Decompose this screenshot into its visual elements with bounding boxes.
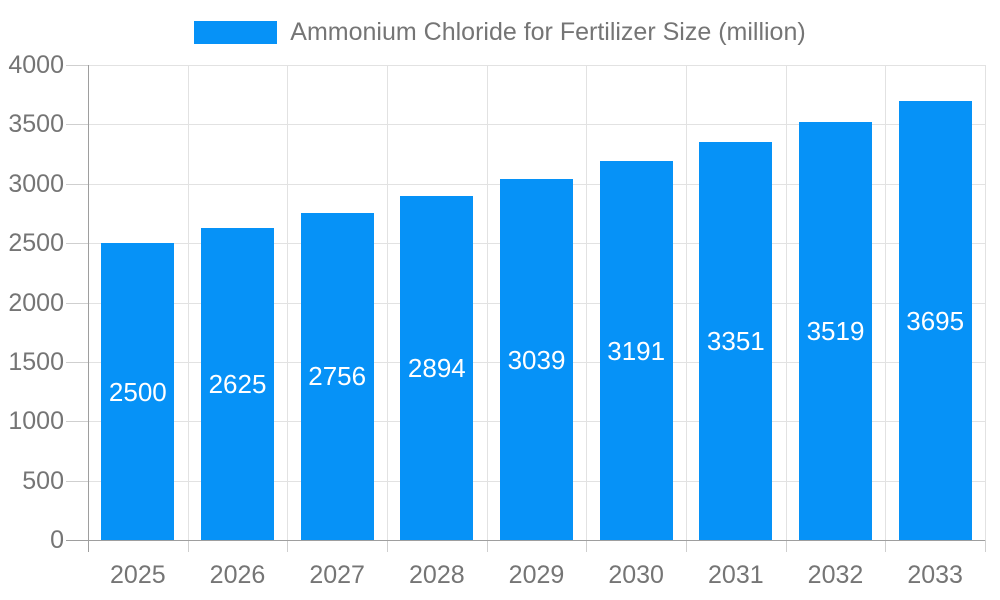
- x-axis-tick-label: 2033: [907, 561, 963, 589]
- bar: [101, 243, 175, 540]
- x-axis-tick-label: 2030: [608, 561, 664, 589]
- y-axis-tick-label: 500: [22, 466, 64, 495]
- bar-value-label: 3039: [507, 344, 566, 375]
- legend-label: Ammonium Chloride for Fertilizer Size (m…: [290, 18, 806, 46]
- gridline-vertical: [586, 65, 588, 540]
- y-axis-tick-label: 1500: [8, 347, 64, 376]
- bar: [898, 101, 972, 540]
- bar-value-label: 3191: [607, 335, 666, 366]
- x-axis-line: [66, 540, 985, 541]
- gridline-vertical: [287, 65, 289, 540]
- x-axis-tick-label: 2027: [309, 561, 365, 589]
- y-axis-tick-label: 3500: [8, 110, 64, 139]
- x-axis-tick: [287, 540, 289, 552]
- gridline-vertical: [985, 65, 986, 540]
- y-axis-tick: [66, 243, 88, 245]
- bar: [400, 196, 474, 540]
- gridline-vertical: [785, 65, 787, 540]
- y-axis-tick-label: 1000: [8, 407, 64, 436]
- gridline-vertical: [387, 65, 388, 540]
- bar: [300, 212, 374, 540]
- gridline-vertical: [885, 65, 887, 540]
- x-axis-tick: [387, 540, 388, 552]
- bar: [799, 122, 872, 540]
- bar-value-label: 2625: [208, 369, 267, 400]
- x-axis-tick: [187, 540, 189, 552]
- bar-value-label: 3519: [806, 316, 865, 347]
- bar: [201, 228, 274, 540]
- y-axis-tick: [66, 421, 88, 423]
- y-axis-tick: [66, 65, 88, 66]
- bar-value-label: 3351: [706, 326, 765, 357]
- x-axis-tick-label: 2028: [409, 561, 465, 589]
- gridline-horizontal: [88, 65, 985, 66]
- x-axis-tick: [486, 540, 488, 552]
- y-axis-line: [88, 65, 89, 552]
- y-axis-tick-label: 3000: [8, 169, 64, 198]
- x-axis-tick-label: 2029: [508, 561, 565, 589]
- bar-value-label: 3695: [906, 305, 965, 336]
- x-axis-tick: [985, 540, 986, 552]
- x-axis-tick: [586, 540, 588, 552]
- y-axis-tick-label: 2500: [8, 229, 64, 258]
- y-axis-tick: [66, 183, 88, 185]
- gridline-vertical: [686, 65, 687, 540]
- chart-legend: Ammonium Chloride for Fertilizer Size (m…: [0, 18, 1000, 47]
- x-axis-tick-label: 2025: [110, 561, 166, 589]
- gridline-horizontal: [88, 124, 985, 126]
- x-axis-tick-label: 2032: [807, 561, 864, 589]
- legend-swatch: [194, 21, 278, 44]
- x-axis-tick: [785, 540, 787, 552]
- x-axis-tick: [885, 540, 887, 552]
- x-axis-tick-label: 2031: [708, 561, 764, 589]
- bar-value-label: 2894: [407, 353, 466, 384]
- y-axis-tick-label: 0: [50, 526, 64, 554]
- bar-value-label: 2500: [108, 376, 167, 407]
- bar-value-label: 2756: [308, 361, 367, 392]
- bar: [500, 179, 573, 540]
- y-axis-tick: [66, 361, 88, 363]
- gridline-vertical: [486, 65, 488, 540]
- y-axis-tick: [66, 480, 88, 482]
- bar: [599, 161, 673, 540]
- x-axis-tick: [686, 540, 687, 552]
- y-axis-tick: [66, 124, 88, 126]
- gridline-vertical: [187, 65, 189, 540]
- y-axis-tick-label: 2000: [8, 288, 64, 317]
- x-axis-tick-label: 2026: [209, 561, 266, 589]
- y-axis-tick: [66, 302, 88, 304]
- bar: [699, 142, 773, 540]
- y-axis-tick-label: 4000: [8, 51, 64, 79]
